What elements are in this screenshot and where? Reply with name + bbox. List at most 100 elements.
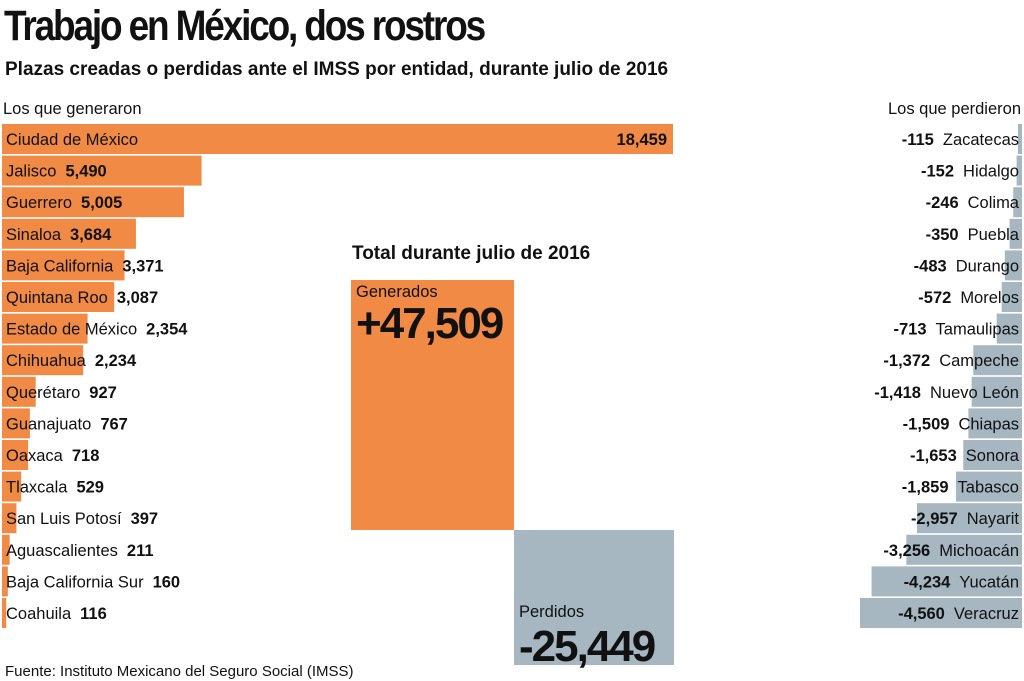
loss-value-label: -1,859	[902, 479, 949, 497]
loss-bar	[1013, 187, 1022, 218]
gain-value-label: 3,371	[122, 257, 163, 275]
loss-bar	[1004, 250, 1022, 281]
total-lost-box	[514, 530, 674, 665]
loss-value-label: -4,560	[898, 605, 945, 623]
loss-value-label: -1,653	[910, 447, 957, 465]
loss-bar	[906, 534, 1022, 565]
gain-value-label: 5,490	[65, 163, 106, 181]
loss-bar	[1009, 218, 1022, 249]
gain-state-label: Quintana Roo	[6, 289, 108, 307]
source-note: Fuente: Instituto Mexicano del Seguro So…	[5, 663, 354, 680]
loss-bar	[1016, 155, 1022, 186]
loss-value-label: -152	[921, 163, 954, 181]
gain-state-label: Oaxaca	[6, 447, 64, 465]
gain-bar	[2, 534, 10, 565]
loss-value-label: -483	[914, 257, 947, 275]
loss-state-label: Nuevo León	[930, 384, 1019, 402]
loss-value-label: -350	[926, 226, 959, 244]
gain-bar	[2, 598, 7, 628]
gain-value-label: 116	[80, 605, 107, 623]
loss-bar	[871, 566, 1022, 597]
gain-bar	[2, 503, 17, 534]
loss-state-label: Zacatecas	[943, 131, 1019, 149]
gain-bar	[2, 282, 115, 312]
loss-state-label: Durango	[956, 257, 1019, 275]
gain-value-label: 529	[76, 479, 104, 497]
loss-state-label: Chiapas	[958, 415, 1019, 433]
loss-bar	[916, 503, 1022, 534]
generated-total-value: +47,509	[356, 299, 503, 348]
loss-value-label: -246	[926, 194, 959, 212]
gain-state-label: Chihuahua	[6, 352, 87, 370]
total-generated-box	[351, 280, 514, 530]
loss-state-label: Puebla	[968, 226, 1020, 244]
loss-state-label: Campeche	[939, 352, 1019, 370]
total-title: Total durante julio de 2016	[352, 243, 591, 264]
gain-bar	[2, 155, 202, 186]
gain-state-label: Estado de México	[6, 321, 137, 339]
loss-state-label: Veracruz	[954, 605, 1019, 623]
gain-value-label: 160	[153, 573, 181, 591]
loss-value-label: -4,234	[904, 573, 952, 591]
loss-state-label: Sonora	[966, 447, 1020, 465]
gain-bar	[2, 218, 136, 249]
lost-total-value: -25,449	[519, 622, 655, 671]
gain-bar	[2, 471, 22, 502]
loss-value-label: -713	[894, 321, 927, 339]
chart-subtitle: Plazas creadas o perdidas ante el IMSS p…	[5, 59, 669, 80]
gain-value-label: 3,684	[70, 226, 112, 244]
gain-state-label: Coahuila	[6, 605, 72, 623]
gain-bar	[2, 440, 29, 470]
loss-bar	[1017, 124, 1022, 154]
chart-title: Trabajo en México, dos rostros	[4, 2, 486, 50]
generated-caption: Generados	[356, 283, 438, 301]
gain-state-label: Guerrero	[6, 194, 72, 212]
gain-bar	[2, 187, 184, 218]
loss-bar	[968, 408, 1022, 439]
gain-bar	[2, 313, 88, 344]
gain-value-label: 2,234	[95, 352, 137, 370]
loss-bar	[963, 440, 1022, 470]
gain-value-label: 5,005	[81, 194, 122, 212]
gain-state-label: Baja California Sur	[6, 573, 144, 591]
loss-value-label: -3,256	[883, 542, 930, 560]
gain-value-label: 211	[127, 542, 154, 560]
gain-value-label: 397	[131, 510, 159, 528]
gain-value-label: 2,354	[146, 321, 188, 339]
loss-value-label: -1,372	[883, 352, 930, 370]
loss-state-label: Nayarit	[967, 510, 1020, 528]
loss-bar	[955, 471, 1022, 502]
loss-state-label: Morelos	[960, 289, 1019, 307]
gain-state-label: Sinaloa	[6, 226, 62, 244]
loss-value-label: -572	[918, 289, 951, 307]
loss-state-label: Yucatán	[959, 573, 1019, 591]
loss-bar	[860, 598, 1022, 628]
loss-state-label: Tamaulipas	[936, 321, 1019, 339]
lost-caption: Perdidos	[519, 603, 584, 621]
loss-state-label: Tabasco	[958, 479, 1019, 497]
gain-bar	[2, 124, 673, 154]
gain-state-label: Querétaro	[6, 384, 80, 402]
gain-bar	[2, 345, 84, 376]
loss-bar	[971, 376, 1022, 407]
loss-state-label: Michoacán	[939, 542, 1019, 560]
gain-value-label: 18,459	[617, 131, 667, 149]
loss-value-label: -1,418	[874, 384, 921, 402]
loss-value-label: -1,509	[903, 415, 950, 433]
loss-state-label: Colima	[968, 194, 1020, 212]
gains-header: Los que generaron	[3, 100, 142, 118]
gain-state-label: Jalisco	[6, 163, 56, 181]
loss-value-label: -2,957	[911, 510, 958, 528]
gain-state-label: Ciudad de México	[6, 131, 138, 149]
gain-state-label: Guanajuato	[6, 415, 91, 433]
loss-bar	[973, 345, 1022, 376]
gain-bar	[2, 376, 36, 407]
gain-value-label: 927	[89, 384, 117, 402]
gain-bar	[2, 250, 125, 281]
gain-value-label: 718	[72, 447, 100, 465]
gain-bar	[2, 566, 8, 597]
loss-state-label: Hidalgo	[963, 163, 1019, 181]
gain-value-label: 3,087	[117, 289, 158, 307]
losses-header: Los que perdieron	[887, 100, 1021, 118]
